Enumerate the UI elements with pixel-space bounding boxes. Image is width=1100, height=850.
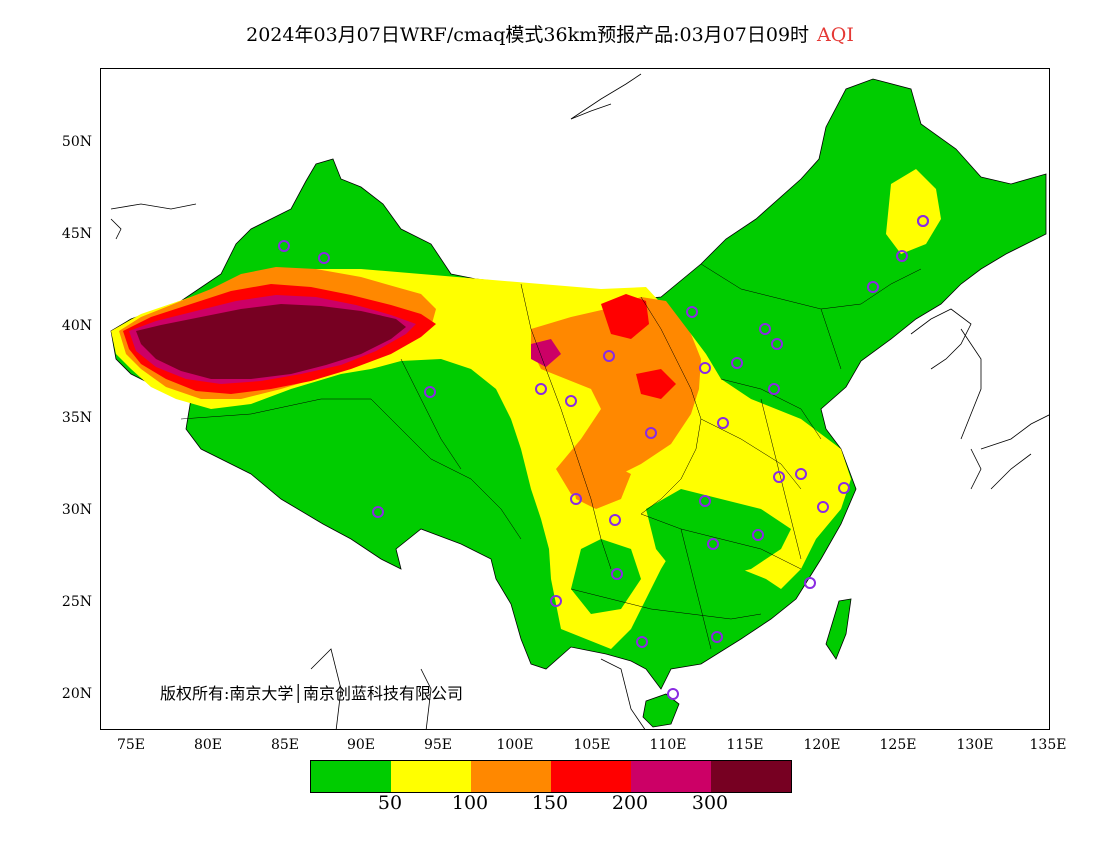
map-frame	[100, 68, 1050, 730]
station-marker	[318, 252, 330, 264]
station-marker	[699, 495, 711, 507]
station-marker	[550, 595, 562, 607]
legend-swatch	[551, 761, 631, 792]
station-marker	[603, 350, 615, 362]
station-marker	[711, 631, 723, 643]
station-marker	[917, 215, 929, 227]
aqi-zone-magenta-spot	[531, 339, 561, 367]
lon-label: 125E	[879, 737, 917, 753]
lat-label: 25N	[61, 594, 92, 610]
station-marker	[795, 468, 807, 480]
lon-label: 115E	[726, 737, 764, 753]
station-marker	[717, 417, 729, 429]
lat-label: 20N	[61, 686, 92, 702]
aqi-zone-green-central	[646, 489, 791, 579]
legend-swatch	[631, 761, 711, 792]
aqi-zone-orange-sichuan	[571, 459, 631, 509]
legend-swatch	[471, 761, 551, 792]
title-variable: AQI	[817, 24, 854, 46]
neighbor-coastlines	[110, 73, 1049, 729]
station-marker	[731, 357, 743, 369]
station-marker	[752, 529, 764, 541]
station-marker	[773, 471, 785, 483]
lat-label: 50N	[61, 134, 92, 150]
station-marker	[771, 338, 783, 350]
station-marker	[609, 514, 621, 526]
lat-label: 40N	[61, 318, 92, 334]
station-marker	[707, 538, 719, 550]
lat-label: 45N	[61, 226, 92, 242]
taiwan-island	[825, 598, 852, 660]
lon-label: 90E	[346, 737, 376, 753]
legend-swatch	[711, 761, 791, 792]
aqi-zone-red-loess	[601, 294, 649, 339]
station-marker	[817, 501, 829, 513]
lat-label: 35N	[61, 410, 92, 426]
legend-threshold-label: 150	[531, 792, 569, 814]
station-marker	[896, 250, 908, 262]
map-title: 2024年03月07日WRF/cmaq模式36km预报产品:03月07日09时 A…	[0, 20, 1100, 47]
station-marker	[768, 383, 780, 395]
station-marker	[804, 577, 816, 589]
aqi-legend-bar	[310, 760, 792, 793]
station-marker	[611, 568, 623, 580]
station-marker	[636, 636, 648, 648]
station-markers	[278, 215, 929, 700]
lon-label: 110E	[649, 737, 687, 753]
station-marker	[686, 306, 698, 318]
station-marker	[667, 688, 679, 700]
aqi-zone-green-south	[571, 539, 641, 614]
aqi-zone-maroon-tarim	[136, 304, 406, 379]
aqi-zone-red-shanxi	[636, 369, 676, 399]
aqi-zone-orange-loess	[531, 297, 701, 499]
lon-label: 85E	[270, 737, 300, 753]
lon-label: 80E	[193, 737, 223, 753]
lon-label: 135E	[1029, 737, 1067, 753]
legend-swatch	[311, 761, 391, 792]
legend-threshold-label: 100	[451, 792, 489, 814]
lon-label: 100E	[496, 737, 534, 753]
lon-label: 120E	[803, 737, 841, 753]
station-marker	[759, 323, 771, 335]
legend-threshold-label: 50	[377, 792, 403, 814]
aqi-map	[110, 73, 1049, 729]
station-marker	[699, 362, 711, 374]
station-marker	[278, 240, 290, 252]
copyright-text: 版权所有:南京大学│南京创蓝科技有限公司	[160, 684, 464, 703]
legend-swatch	[391, 761, 471, 792]
station-marker	[535, 383, 547, 395]
station-marker	[645, 427, 657, 439]
province-borders	[180, 263, 922, 650]
station-marker	[565, 395, 577, 407]
legend-threshold-label: 300	[691, 792, 729, 814]
station-marker	[867, 281, 879, 293]
station-marker	[372, 506, 384, 518]
lon-label: 130E	[956, 737, 994, 753]
aqi-zone-yellow-ne	[886, 169, 941, 254]
station-marker	[838, 482, 850, 494]
hainan-island	[642, 693, 680, 728]
lon-label: 75E	[116, 737, 146, 753]
legend-threshold-label: 200	[611, 792, 649, 814]
station-marker	[424, 386, 436, 398]
lon-label: 95E	[423, 737, 453, 753]
title-main: 2024年03月07日WRF/cmaq模式36km预报产品:03月07日09时	[246, 24, 810, 46]
lat-label: 30N	[61, 502, 92, 518]
station-marker	[570, 493, 582, 505]
lon-label: 105E	[573, 737, 611, 753]
